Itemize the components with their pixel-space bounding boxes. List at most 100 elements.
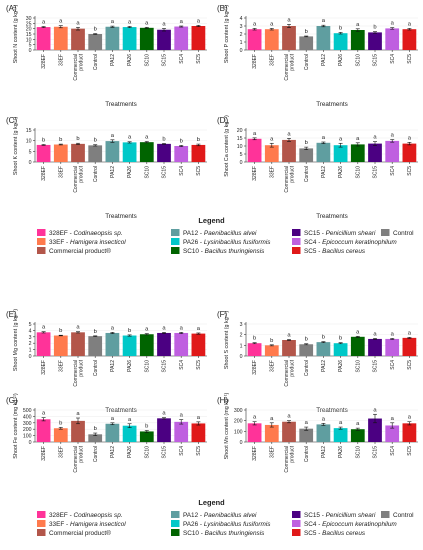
legend-item: PA12 - Paenibacillus alvei <box>183 230 257 237</box>
significance-letter: a <box>408 21 412 27</box>
legend-code: 33EF - <box>49 521 70 528</box>
legend-code: 33EF - <box>49 239 70 246</box>
legend-code: PA12 - <box>183 512 204 519</box>
x-tick-label: 328EF <box>41 54 47 69</box>
x-tick-label: SC5 <box>196 360 202 370</box>
x-tick-label-line: PA12 <box>321 166 327 178</box>
bar-sc15 <box>368 418 382 442</box>
x-axis-label: Treatments <box>105 407 137 414</box>
x-tick-label: SC10 <box>144 54 150 67</box>
x-tick-label-line: 328EF <box>41 360 47 375</box>
x-tick-label: SC4 <box>179 166 185 176</box>
bar-sc15 <box>157 29 171 50</box>
y-tick-label: 300 <box>234 408 243 414</box>
x-tick-label-line: SC10 <box>144 446 150 459</box>
significance-letter: a <box>373 331 377 337</box>
bar-sc10 <box>350 429 365 442</box>
significance-letter: a <box>391 331 395 337</box>
bar-33ef <box>264 345 279 356</box>
y-tick-label: 5 <box>240 152 243 158</box>
significance-letter: a <box>391 21 395 27</box>
legend-species: Paenibacillus alvei <box>204 512 257 519</box>
legend-species: Paenibacillus alvei <box>204 230 257 237</box>
x-tick-label-line: Control <box>93 360 99 376</box>
legend-species: Hamigera insecticol <box>70 521 126 528</box>
x-tick-label-line: Control <box>93 446 99 462</box>
y-tick-label: 20 <box>237 128 243 134</box>
significance-letter: a <box>270 21 274 27</box>
x-tick-label: 33EF <box>269 446 275 458</box>
x-tick-label-line: SC10 <box>355 446 361 459</box>
x-tick-label: SC5 <box>407 446 413 456</box>
legend-item: SC4 - Epicoccum keratinophilum <box>304 239 397 246</box>
x-tick-label-line: SC10 <box>144 166 150 179</box>
legend-item: SC5 - Bacillus cereus <box>304 248 366 255</box>
legend-species: Penicillium sheari <box>326 512 376 519</box>
legend-swatch <box>37 529 46 536</box>
significance-letter: a <box>270 416 274 422</box>
legend-swatch <box>171 229 180 236</box>
x-tick-label-line: product <box>78 359 84 376</box>
x-tick-label: SC5 <box>407 360 413 370</box>
significance-letter: a <box>111 416 115 422</box>
bar-sc10 <box>139 334 154 356</box>
significance-letter: a <box>322 416 326 422</box>
legend-swatch <box>37 511 46 518</box>
y-axis-label: Shoot P content (g kg⁻¹) <box>224 5 230 63</box>
y-tick-label: 1 <box>240 40 243 46</box>
x-tick-label-line: Commercial <box>284 54 290 81</box>
x-tick-label-line: Commercial <box>284 166 290 193</box>
bar-328ef <box>36 27 51 50</box>
significance-letter: a <box>111 133 115 139</box>
x-tick-label: PA26 <box>127 54 133 66</box>
bar-sc5 <box>402 29 417 50</box>
x-tick-label-line: SC15 <box>373 166 379 179</box>
x-tick-label: SC10 <box>144 360 150 373</box>
legend-code: Control <box>393 512 414 519</box>
x-tick-label: SC4 <box>179 54 185 64</box>
x-tick-label-line: PA26 <box>338 360 344 372</box>
x-tick-label: 33EF <box>58 54 64 66</box>
y-tick-label: 200 <box>234 419 243 425</box>
legend-swatch <box>171 238 180 245</box>
bar-sc5 <box>402 143 417 162</box>
bar-pa26 <box>122 425 137 442</box>
x-tick-label-line: Control <box>304 166 310 182</box>
x-tick-label-line: SC5 <box>407 360 413 370</box>
significance-letter: a <box>128 135 132 141</box>
x-tick-label: 33EF <box>58 446 64 458</box>
bar-328ef <box>36 419 51 442</box>
significance-letter: a <box>59 19 63 25</box>
panel-label: (G) <box>6 396 18 405</box>
y-tick-label: 0 <box>29 440 32 446</box>
legend-code: SC15 - <box>304 230 326 237</box>
bar-commercial-product <box>282 340 296 356</box>
x-tick-label-line: Control <box>93 54 99 70</box>
legend-item: 33EF - Hamigera insecticol <box>49 239 126 246</box>
x-tick-label: PA12 <box>321 446 327 458</box>
bar-sc4 <box>385 140 400 162</box>
bar-pa26 <box>333 33 348 50</box>
x-tick-label: SC15 <box>373 166 379 179</box>
x-tick-label: Commercialproduct <box>73 445 84 472</box>
bar-control <box>88 434 103 442</box>
x-tick-label-line: PA26 <box>127 166 133 178</box>
legend-species: Epicoccum keratinophilum <box>322 521 397 528</box>
x-tick-label: SC10 <box>144 446 150 459</box>
bar-sc5 <box>402 337 417 356</box>
legend-item: Control <box>393 230 414 237</box>
x-tick-label: PA26 <box>338 446 344 458</box>
chart-panel-1: (B) 0 1 2 3 4 Shoot P content (g kg⁻¹) a 328EF a 3… <box>217 4 418 108</box>
x-tick-label-line: PA26 <box>127 360 133 372</box>
x-tick-label-line: SC10 <box>144 54 150 67</box>
x-tick-label-line: SC15 <box>162 166 168 179</box>
significance-letter: a <box>391 133 395 139</box>
significance-letter: b <box>94 27 97 33</box>
significance-letter: a <box>408 415 412 421</box>
chart-panel-5: (F) 0 1 2 3 Shoot S content (g kg⁻¹) b 328EF b 33… <box>217 310 418 414</box>
bar-commercial-product <box>282 26 296 50</box>
bar-sc15 <box>368 338 382 356</box>
x-tick-label-line: Commercial <box>284 360 290 387</box>
x-tick-label: Commercialproduct <box>284 359 295 386</box>
